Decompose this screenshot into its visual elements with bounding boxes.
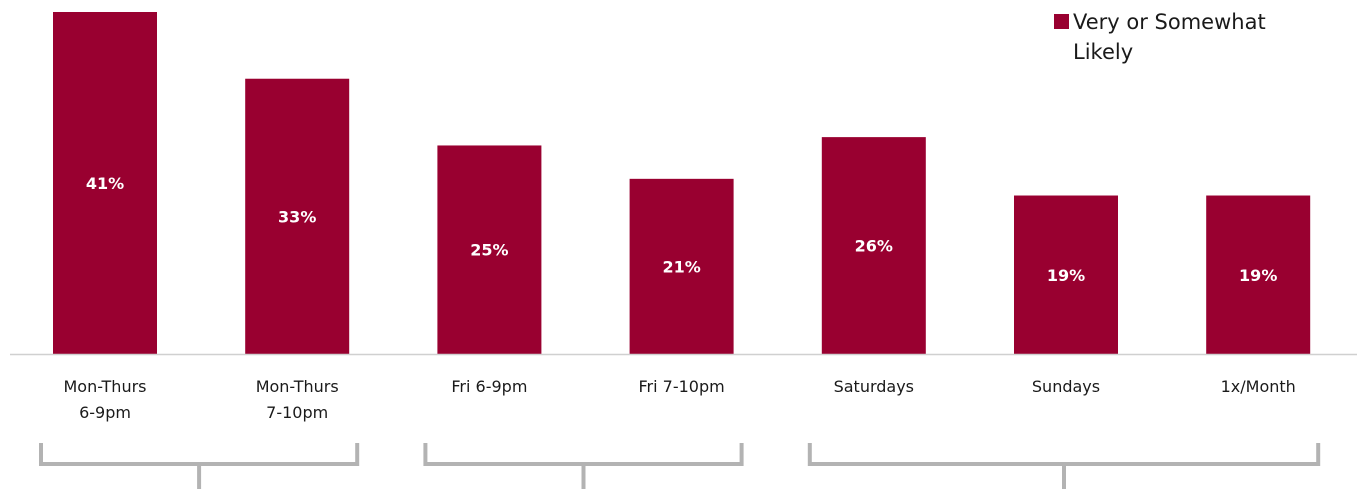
bar-data-label-1: 33% xyxy=(278,207,316,226)
bar-0 xyxy=(53,12,157,354)
category-label-2: Fri 6-9pm xyxy=(451,377,527,396)
category-label-5: Sundays xyxy=(1032,377,1100,396)
category-label-1: Mon-Thurs 7-10pm xyxy=(256,377,339,422)
bars xyxy=(53,12,1311,355)
bar-4 xyxy=(821,137,926,354)
legend: Very or Somewhat Likely xyxy=(1054,10,1266,64)
category-label-4: Saturdays xyxy=(834,377,914,396)
group-brackets xyxy=(39,443,1321,489)
bar-data-label-6: 19% xyxy=(1239,266,1277,285)
bar-2 xyxy=(437,145,542,354)
bar-data-label-3: 21% xyxy=(662,257,700,276)
category-label-3: Fri 7-10pm xyxy=(638,377,724,396)
category-label-6: 1x/Month xyxy=(1221,377,1296,396)
bar-data-label-4: 26% xyxy=(855,237,893,256)
bar-6 xyxy=(1206,195,1311,354)
bar-1 xyxy=(245,78,350,355)
category-labels: Mon-Thurs 6-9pm Mon-Thurs 7-10pm Fri 6-9pm Fr… xyxy=(63,377,1295,422)
bar-data-label-0: 41% xyxy=(86,174,124,193)
bar-5 xyxy=(1014,195,1118,354)
legend-label: Very or Somewhat Likely xyxy=(1073,10,1266,64)
group-bracket-0 xyxy=(39,443,360,489)
group-bracket-1 xyxy=(423,443,744,489)
group-bracket-2 xyxy=(807,443,1321,489)
legend-swatch xyxy=(1054,14,1069,29)
bar-data-label-2: 25% xyxy=(470,241,508,260)
category-label-0: Mon-Thurs 6-9pm xyxy=(63,377,146,422)
bar-3 xyxy=(629,178,734,354)
bar-data-label-5: 19% xyxy=(1047,266,1085,285)
bar-data-labels: 41% 33% 25% 21% 26% 19% 19% xyxy=(86,174,1277,285)
